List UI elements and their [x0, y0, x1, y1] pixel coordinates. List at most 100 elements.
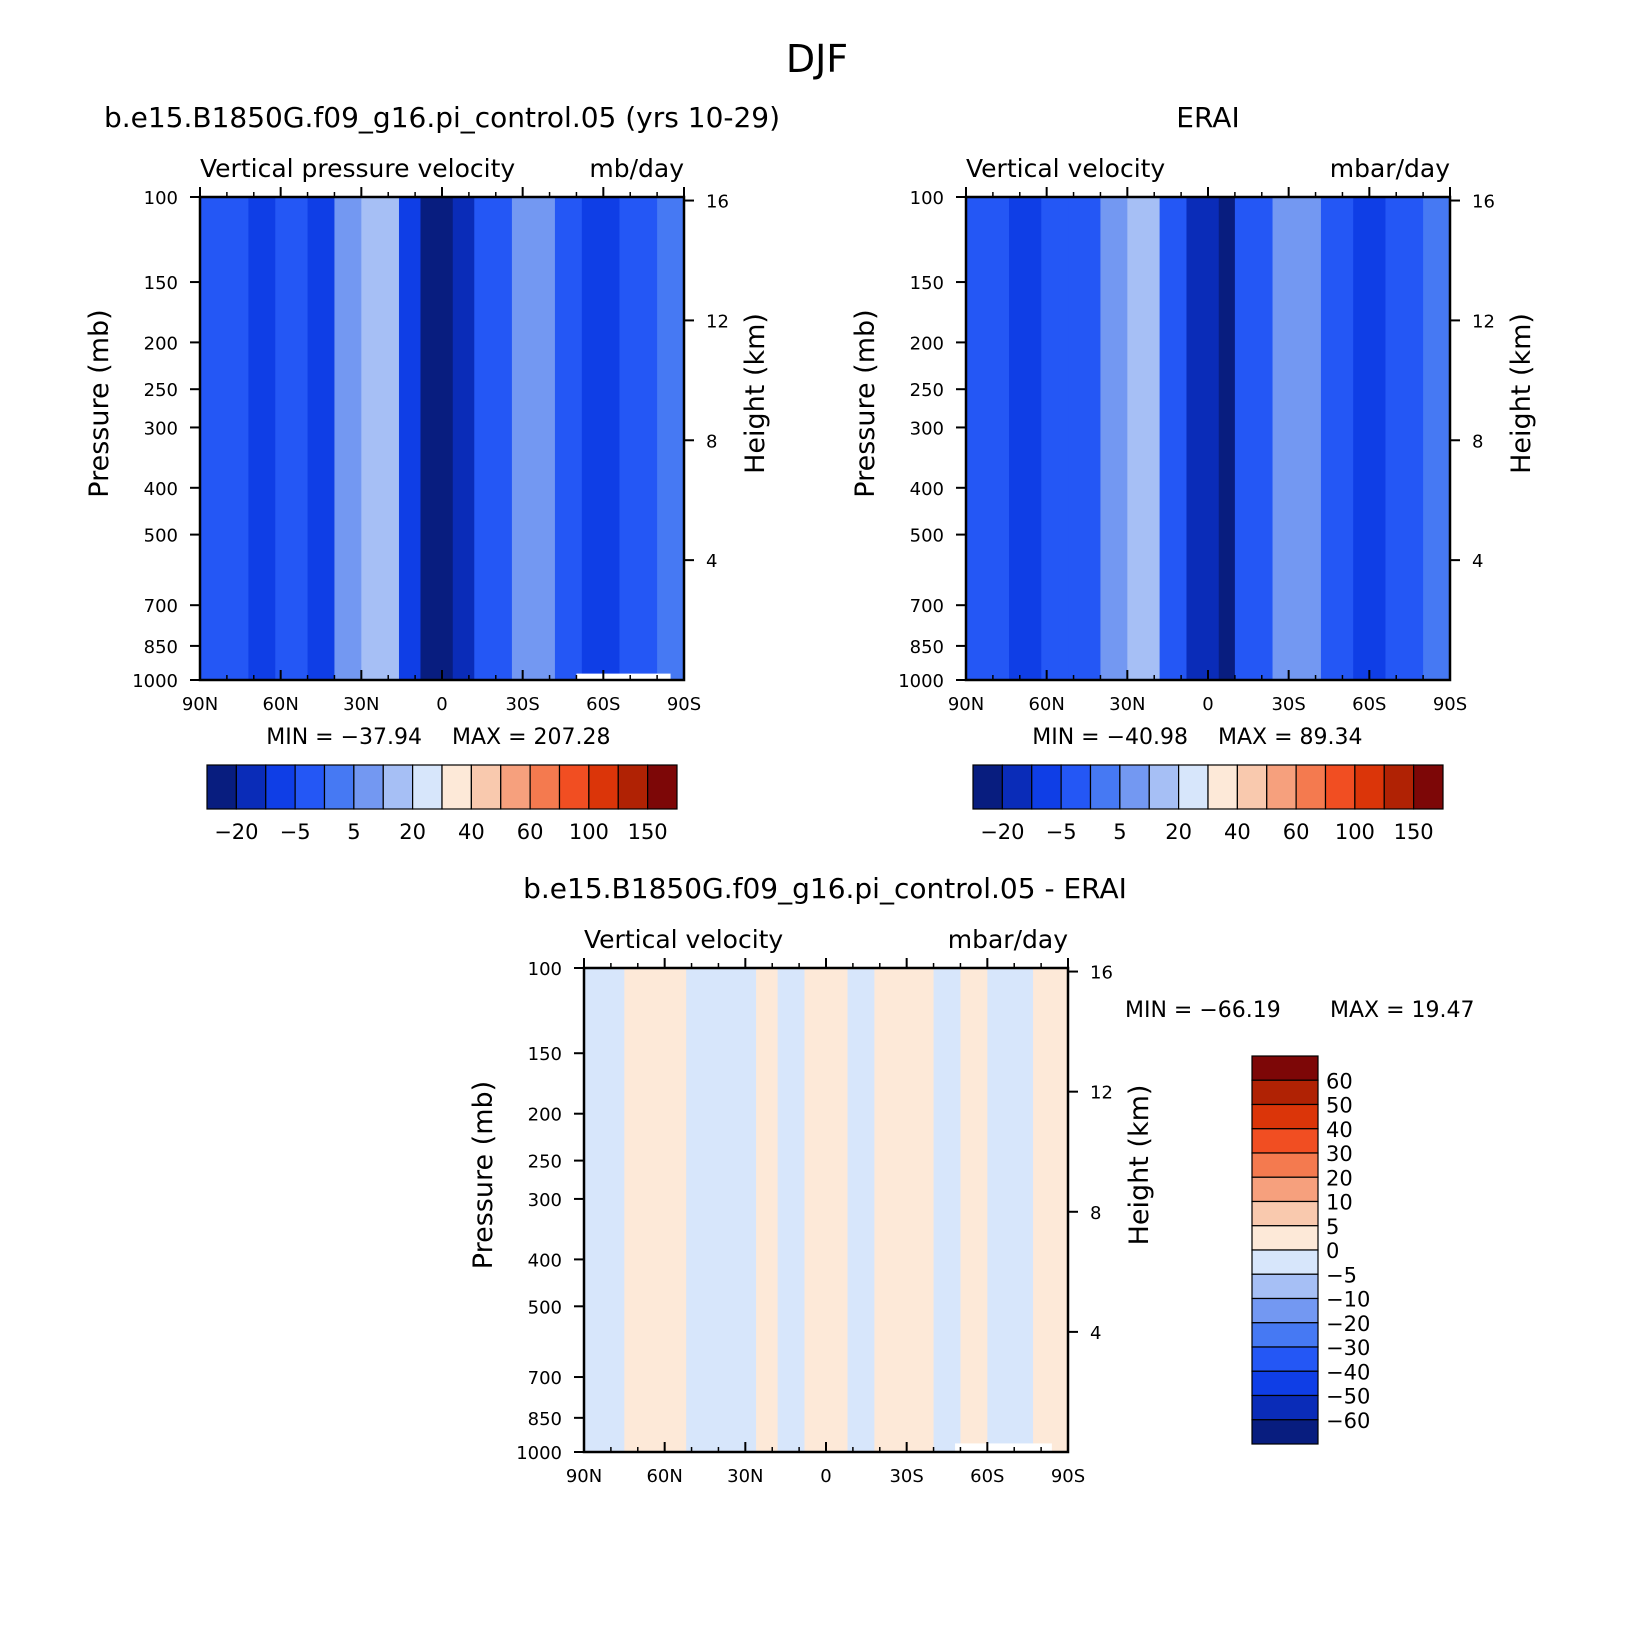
colorbar-label: 20 [1326, 1166, 1353, 1190]
contour-band [933, 968, 961, 1452]
contour-band [624, 968, 687, 1452]
colorbar-label: −5 [1046, 820, 1077, 844]
contour-band [1320, 197, 1354, 680]
missing-data-region [955, 1443, 1052, 1453]
x-tick-label: 90S [1433, 694, 1467, 715]
contour-band [966, 197, 1010, 680]
colorbar-swatch [353, 764, 384, 810]
contour-band [581, 197, 620, 680]
y-tick-label: 500 [144, 526, 178, 547]
contour-band [511, 197, 556, 680]
colorbar-swatch [1251, 1128, 1319, 1154]
colorbar-label: 50 [1326, 1094, 1353, 1118]
y-tick-label: 500 [910, 526, 944, 547]
colorbar-swatch [382, 764, 414, 810]
y-tick-label: 1000 [516, 1443, 562, 1464]
colorbar-label: 60 [517, 820, 544, 844]
right-tick-label: 12 [706, 311, 729, 332]
contour-band [686, 968, 757, 1452]
colorbar-swatch [206, 764, 237, 810]
colorbar-swatch [1236, 764, 1268, 810]
contour-band [452, 197, 475, 680]
colorbar-swatch [1060, 764, 1092, 810]
colorbar-swatch [529, 764, 561, 810]
colorbar-label: 20 [1165, 820, 1192, 844]
field-label: Vertical velocity [584, 925, 783, 954]
colorbar-swatch [1207, 764, 1238, 810]
figure-title: DJF [786, 37, 848, 81]
colorbar-swatch [323, 764, 355, 810]
colorbar-swatch [558, 764, 590, 810]
colorbar-label: −20 [214, 820, 258, 844]
contour-band [248, 197, 276, 680]
right-axis: 4 8 12 16 Height (km) [1450, 192, 1537, 572]
colorbar-swatch [1295, 764, 1327, 810]
y-tick-label: 500 [528, 1297, 562, 1318]
colorbar-swatch [1148, 764, 1180, 810]
contour-band [1353, 197, 1386, 680]
x-tick-label: 30N [727, 1466, 763, 1487]
contour-band [847, 968, 875, 1452]
right-tick-label: 16 [1090, 963, 1113, 984]
x-axis: 90N 60N 30N 0 30S 60S 90S [182, 187, 701, 715]
colorbar-label: 150 [628, 820, 668, 844]
colorbar-swatch [1354, 764, 1385, 810]
y-tick-label: 300 [910, 418, 944, 439]
colorbar-label: 40 [1224, 820, 1251, 844]
units-label: mbar/day [1330, 154, 1450, 183]
units-label: mbar/day [948, 925, 1068, 954]
x-tick-label: 0 [1202, 694, 1213, 715]
colorbar-swatch [1324, 764, 1356, 810]
y-tick-label: 700 [910, 596, 944, 617]
y-tick-label: 200 [144, 333, 178, 354]
y-axis: 100 150 200 250 300 400 500 700 850 1000 Pressure … [84, 188, 200, 692]
y-axis: 100 150 200 250 300 400 500 700 850 1000 Pressure … [468, 959, 584, 1464]
colorbar-swatch [647, 764, 678, 810]
colorbar-swatch [588, 764, 619, 810]
colorbar-label: −60 [1326, 1409, 1370, 1433]
y-tick-label: 300 [144, 418, 178, 439]
right-tick-label: 16 [706, 192, 729, 213]
colorbar-swatch [470, 764, 502, 810]
y-tick-label: 100 [528, 959, 562, 980]
contour-bands [966, 197, 1451, 680]
contour-band [1068, 197, 1101, 680]
min-label: MIN = −66.19 [1125, 998, 1281, 1023]
contour-band [474, 197, 513, 680]
y-tick-label: 100 [910, 188, 944, 209]
colorbar-label: −5 [280, 820, 311, 844]
contour-band [657, 197, 685, 680]
panel-title: b.e15.B1850G.f09_g16.pi_control.05 - ERA… [523, 872, 1127, 905]
x-tick-label: 60S [586, 694, 620, 715]
colorbar-swatch [1089, 764, 1121, 810]
colorbar-swatch [1251, 1249, 1319, 1275]
colorbar-label: −30 [1326, 1336, 1370, 1360]
contour-bands [200, 197, 685, 680]
contour-band [1272, 197, 1322, 680]
right-tick-label: 8 [1090, 1203, 1101, 1224]
contour-band [960, 968, 988, 1452]
y-axis-label: Pressure (mb) [84, 309, 115, 497]
colorbar-swatch [1251, 1103, 1319, 1130]
colorbar-swatch [412, 764, 443, 810]
colorbar-label: 40 [458, 820, 485, 844]
colorbar-swatch [1251, 1152, 1319, 1178]
colorbar-swatch [500, 764, 531, 810]
colorbar-label: 5 [347, 820, 360, 844]
colorbar-label: −20 [1326, 1312, 1370, 1336]
y-tick-label: 300 [528, 1190, 562, 1211]
y-axis: 100 150 200 250 300 400 500 700 850 1000 Pressure … [850, 188, 966, 692]
x-tick-label: 60S [970, 1466, 1004, 1487]
colorbar-swatch [1251, 1273, 1319, 1300]
y-tick-label: 150 [528, 1044, 562, 1065]
right-tick-label: 16 [1472, 192, 1495, 213]
x-tick-label: 30S [505, 694, 539, 715]
x-tick-label: 0 [436, 694, 447, 715]
panel-model: b.e15.B1850G.f09_g16.pi_control.05 (yrs … [84, 101, 780, 844]
contour-band [307, 197, 335, 680]
contour-band [361, 197, 400, 680]
colorbar-swatch [1251, 1370, 1319, 1397]
colorbar-label: 5 [1326, 1215, 1339, 1239]
colorbar-swatch [617, 764, 649, 810]
